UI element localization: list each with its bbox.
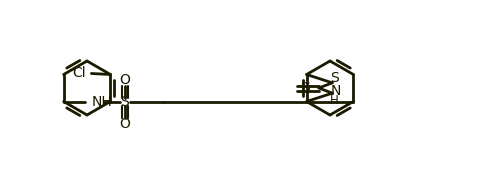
Text: S: S (329, 71, 338, 85)
Text: H: H (329, 94, 338, 107)
Text: O: O (119, 116, 130, 130)
Text: O: O (119, 72, 130, 86)
Text: N: N (331, 84, 341, 98)
Text: Cl: Cl (72, 66, 85, 80)
Text: S: S (301, 81, 310, 95)
Text: S: S (120, 94, 129, 108)
Text: NH: NH (91, 94, 112, 108)
